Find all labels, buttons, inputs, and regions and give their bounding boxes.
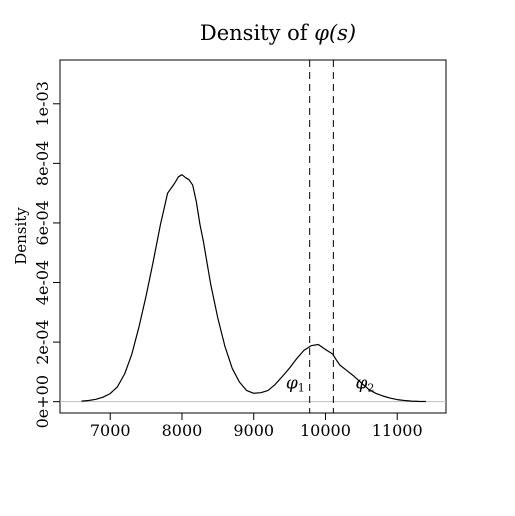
x-tick-label-10000: 10000 — [300, 421, 351, 440]
y-tick-label-6e-04: 6e-04 — [33, 200, 52, 245]
y-tick-label-4e-04: 4e-04 — [33, 260, 52, 305]
y-tick-label-1e-03: 1e-03 — [33, 81, 52, 126]
y-tick-label-8e-04: 8e-04 — [33, 141, 52, 186]
chart-title: Density of φ(s) — [200, 21, 356, 45]
y-axis-label: Density — [12, 207, 30, 265]
x-tick-label-9000: 9000 — [233, 421, 274, 440]
x-tick-label-7000: 7000 — [90, 421, 131, 440]
y-tick-label-0e+00: 0e+00 — [33, 375, 52, 428]
annotation-phi-1: φ1 — [286, 373, 305, 394]
density-curve-0 — [81, 174, 426, 403]
chart-marks: 7000 8000 9000 10000 11000 0e+00 2e-04 4e-04 6e-… — [33, 60, 446, 440]
chart-title-text: Density of — [200, 21, 314, 45]
annotation-phi-2: φ2 — [355, 373, 374, 394]
plot-frame — [59, 59, 447, 414]
x-tick-label-8000: 8000 — [162, 421, 203, 440]
chart-title-math: φ(s) — [314, 21, 356, 45]
y-tick-label-2e-04: 2e-04 — [33, 319, 52, 364]
x-tick-label-11000: 11000 — [372, 421, 423, 440]
